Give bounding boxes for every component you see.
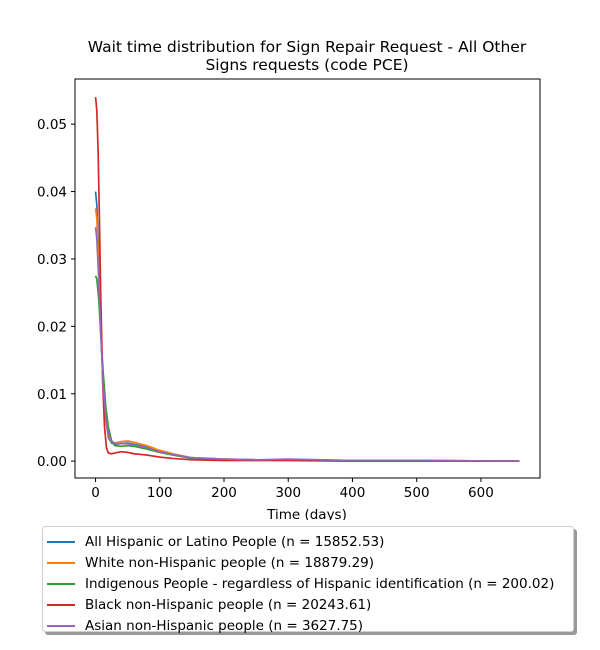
series-line-3 [94,97,520,462]
x-tick-label: 600 [468,485,494,501]
chart-title-line-2: Signs requests (code PCE) [205,56,408,74]
x-tick-label: 300 [275,485,301,501]
legend-swatch [47,561,75,564]
y-tick-label: 0.05 [37,117,67,133]
legend-item: Indigenous People - regardless of Hispan… [43,573,573,594]
series-line-2 [94,275,520,462]
legend-item: Black non-Hispanic people (n = 20243.61) [43,594,573,615]
legend-item: Asian non-Hispanic people (n = 3627.75) [43,615,573,636]
series-line-1 [94,208,520,462]
y-tick-label: 0.03 [37,252,67,268]
legend-swatch [47,540,75,543]
legend-swatch [47,582,75,585]
legend-label: White non-Hispanic people (n = 18879.29) [85,554,375,571]
plot-area-frame [74,78,541,479]
x-tick-label: 400 [340,485,366,501]
legend-label: Black non-Hispanic people (n = 20243.61) [85,596,372,613]
legend-label: Asian non-Hispanic people (n = 3627.75) [85,617,364,634]
x-tick-label: 500 [404,485,430,501]
legend-label: All Hispanic or Latino People (n = 15852… [85,533,385,550]
legend: All Hispanic or Latino People (n = 15852… [42,526,574,634]
x-tick-label: 100 [147,485,173,501]
line-chart: Wait time distribution for Sign Repair R… [37,38,541,520]
legend-swatch [47,624,75,627]
y-tick-label: 0.02 [37,319,67,335]
x-tick-label: 0 [91,485,100,501]
legend-item: All Hispanic or Latino People (n = 15852… [43,531,573,552]
legend-item: White non-Hispanic people (n = 18879.29) [43,552,573,573]
x-tick-label: 200 [211,485,237,501]
x-axis-label: Time (days) [266,507,347,520]
y-tick-label: 0.00 [37,454,67,470]
chart-title-line-1: Wait time distribution for Sign Repair R… [88,38,527,56]
series-line-0 [94,191,520,462]
legend-swatch [47,603,75,606]
y-tick-label: 0.01 [37,387,67,403]
y-tick-label: 0.04 [37,185,67,201]
legend-label: Indigenous People - regardless of Hispan… [85,575,555,592]
series-line-4 [94,227,520,462]
